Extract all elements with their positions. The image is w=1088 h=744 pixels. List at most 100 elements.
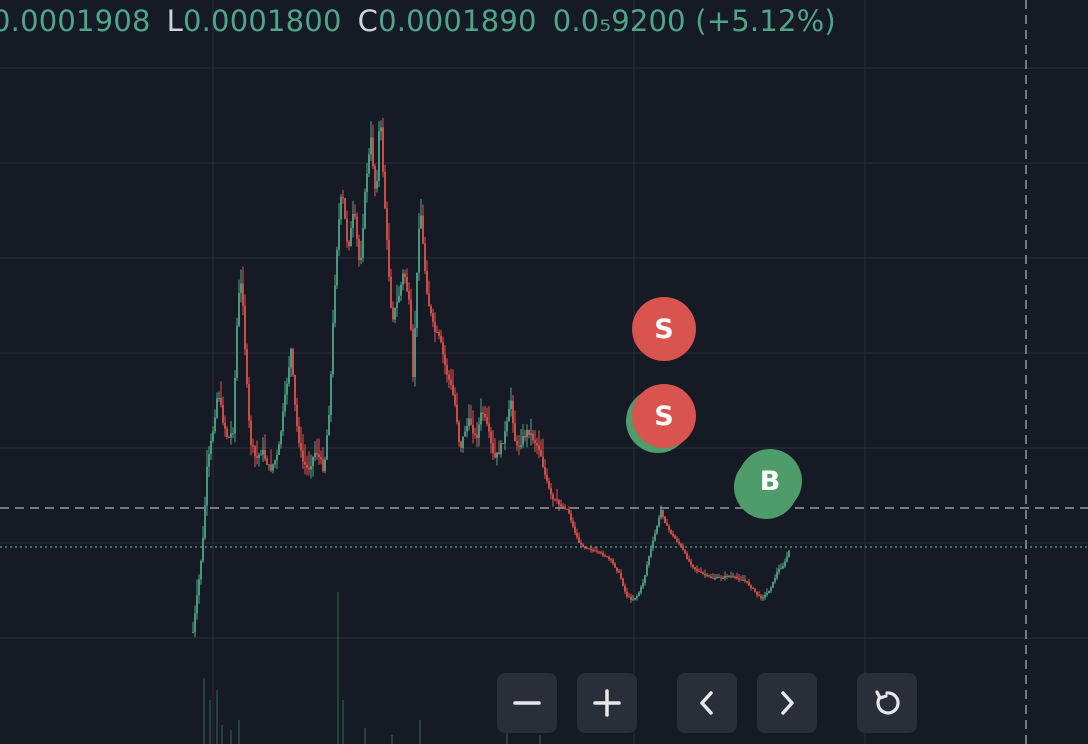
- candle-body: [314, 452, 316, 458]
- candle-body: [710, 576, 712, 578]
- candle-body: [506, 421, 508, 432]
- chevron-left-icon: [700, 691, 713, 715]
- candle-body: [756, 591, 758, 595]
- candle-body: [412, 329, 414, 378]
- candle-body: [662, 509, 664, 517]
- sell-marker[interactable]: S: [632, 384, 696, 448]
- candle-body: [444, 354, 446, 365]
- candle-body: [328, 414, 330, 436]
- candle-body: [250, 420, 252, 446]
- candle-body: [592, 550, 594, 552]
- candle-body: [622, 578, 624, 586]
- candle-body: [686, 553, 688, 560]
- candle-body: [224, 422, 226, 429]
- candle-body: [538, 445, 540, 451]
- candle-body: [516, 441, 518, 446]
- candle-body: [788, 550, 790, 557]
- sell-marker[interactable]: S: [632, 297, 696, 361]
- candle-body: [722, 578, 724, 580]
- candle-body: [502, 443, 504, 445]
- candle-body: [350, 228, 352, 247]
- candle-body: [332, 323, 334, 375]
- candle-body: [688, 559, 690, 562]
- candle-body: [576, 533, 578, 538]
- candle-body: [362, 228, 364, 258]
- candle-body: [378, 131, 380, 181]
- candle-body: [200, 561, 202, 580]
- scroll-right-button[interactable]: [757, 673, 817, 733]
- candle-body: [386, 208, 388, 240]
- candle-body: [238, 293, 240, 326]
- candle-body: [560, 504, 562, 507]
- candle-body: [302, 450, 304, 462]
- candle-body: [322, 459, 324, 472]
- candle-body: [272, 464, 274, 471]
- candle-body: [366, 173, 368, 193]
- low-key: L: [166, 4, 183, 38]
- candle-body: [712, 577, 714, 579]
- candle-body: [520, 445, 522, 447]
- candle-body: [786, 556, 788, 562]
- candle-body: [356, 216, 358, 239]
- candle-body: [310, 466, 312, 470]
- candle-body: [220, 397, 222, 405]
- candle-body: [450, 379, 452, 385]
- candle-body: [720, 577, 722, 579]
- candle-body: [654, 533, 656, 541]
- candle-body: [534, 440, 536, 444]
- candle-body: [320, 457, 322, 460]
- candle-body: [546, 474, 548, 481]
- scroll-left-button[interactable]: [677, 673, 737, 733]
- candle-body: [746, 580, 748, 583]
- candle-body: [554, 499, 556, 501]
- candle-body: [606, 556, 608, 558]
- candle-body: [774, 578, 776, 582]
- candle-body: [518, 445, 520, 447]
- zoom-out-button[interactable]: [497, 673, 557, 733]
- candle-body: [550, 488, 552, 495]
- candle-body: [784, 561, 786, 567]
- candle-body: [258, 454, 260, 459]
- candle-body: [530, 433, 532, 435]
- candle-body: [704, 574, 706, 576]
- candle-body: [368, 154, 370, 174]
- candle-body: [284, 394, 286, 412]
- candle-body: [342, 197, 344, 199]
- zoom-in-button[interactable]: [577, 673, 637, 733]
- candle-body: [294, 374, 296, 405]
- candle-body: [728, 576, 730, 578]
- candle-body: [462, 436, 464, 448]
- candle-body: [694, 567, 696, 570]
- reset-chart-button[interactable]: [857, 673, 917, 733]
- candle-body: [276, 454, 278, 461]
- candle-body: [348, 241, 350, 247]
- candle-body: [726, 575, 728, 577]
- candle-body: [580, 542, 582, 545]
- candle-body: [286, 383, 288, 395]
- candle-body: [194, 613, 196, 632]
- candle-body: [478, 424, 480, 438]
- candle-body: [458, 422, 460, 442]
- candle-body: [434, 321, 436, 332]
- change-value: 0.0₅9200 (+5.12%): [552, 4, 836, 38]
- candle-body: [470, 418, 472, 425]
- candle-body: [334, 285, 336, 324]
- candle-body: [614, 563, 616, 568]
- buy-marker[interactable]: B: [738, 449, 802, 513]
- candle-body: [248, 384, 250, 421]
- candle-body: [692, 564, 694, 568]
- candle-body: [354, 213, 356, 217]
- candle-body: [586, 547, 588, 549]
- candle-body: [564, 506, 566, 509]
- candle-body: [544, 467, 546, 475]
- candle-body: [658, 517, 660, 527]
- candle-body: [752, 587, 754, 589]
- candle-body: [452, 384, 454, 395]
- candle-body: [610, 559, 612, 561]
- candle-body: [274, 460, 276, 465]
- candle-body: [702, 572, 704, 575]
- candle-body: [288, 367, 290, 384]
- candle-body: [480, 412, 482, 425]
